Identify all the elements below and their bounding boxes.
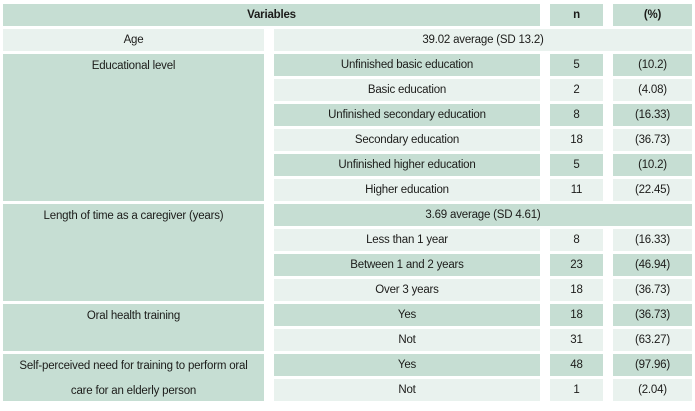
cell-pct: (10.2) <box>613 54 692 76</box>
cell-value: Yes <box>274 304 540 326</box>
cell-n: 5 <box>550 54 603 76</box>
cell-pct: (36.73) <box>613 129 692 151</box>
cell-value: Higher education <box>274 179 540 201</box>
cell-value: Not <box>274 329 540 351</box>
cell-pct: (16.33) <box>613 104 692 126</box>
row-label-caregiver-time: Length of time as a caregiver (years) <box>3 204 264 301</box>
cell-value: Yes <box>274 354 540 376</box>
cell-n: 18 <box>550 304 603 326</box>
cell-value: Unfinished basic education <box>274 54 540 76</box>
cell-pct: (16.33) <box>613 229 692 251</box>
cell-n: 23 <box>550 254 603 276</box>
row-label-oral-health-training: Oral health training <box>3 304 264 351</box>
cell-age-summary: 39.02 average (SD 13.2) <box>274 29 692 51</box>
cell-n: 2 <box>550 79 603 101</box>
cell-n: 18 <box>550 129 603 151</box>
row-label-age: Age <box>3 29 264 51</box>
cell-value: Not <box>274 379 540 401</box>
cell-pct: (97.96) <box>613 354 692 376</box>
cell-value: Unfinished higher education <box>274 154 540 176</box>
row-label-self-perceived-need: Self-perceived need for training to perf… <box>3 354 264 401</box>
cell-value: Between 1 and 2 years <box>274 254 540 276</box>
cell-n: 5 <box>550 154 603 176</box>
cell-pct: (22.45) <box>613 179 692 201</box>
cell-n: 48 <box>550 354 603 376</box>
cell-value: Less than 1 year <box>274 229 540 251</box>
table-grid: Variables n (%) Age 39.02 average (SD 13… <box>3 4 692 401</box>
cell-pct: (46.94) <box>613 254 692 276</box>
demographics-table: Variables n (%) Age 39.02 average (SD 13… <box>3 4 692 401</box>
cell-pct: (63.27) <box>613 329 692 351</box>
header-variables: Variables <box>3 4 540 26</box>
header-pct: (%) <box>613 4 692 26</box>
cell-n: 8 <box>550 104 603 126</box>
cell-n: 31 <box>550 329 603 351</box>
cell-n: 1 <box>550 379 603 401</box>
cell-caregiver-summary: 3.69 average (SD 4.61) <box>274 204 692 226</box>
cell-pct: (36.73) <box>613 279 692 301</box>
cell-n: 8 <box>550 229 603 251</box>
cell-pct: (4.08) <box>613 79 692 101</box>
cell-value: Basic education <box>274 79 540 101</box>
header-n: n <box>550 4 603 26</box>
cell-pct: (10.2) <box>613 154 692 176</box>
cell-value: Unfinished secondary education <box>274 104 540 126</box>
cell-n: 11 <box>550 179 603 201</box>
cell-pct: (2.04) <box>613 379 692 401</box>
cell-pct: (36.73) <box>613 304 692 326</box>
cell-n: 18 <box>550 279 603 301</box>
cell-value: Over 3 years <box>274 279 540 301</box>
row-label-educational-level: Educational level <box>3 54 264 201</box>
cell-value: Secondary education <box>274 129 540 151</box>
